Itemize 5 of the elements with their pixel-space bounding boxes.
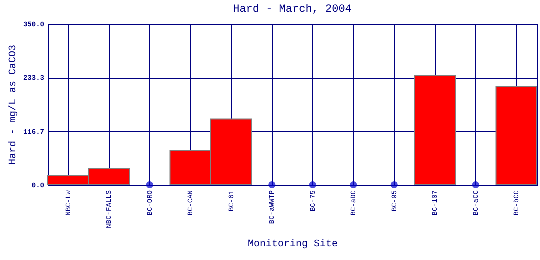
bar: [414, 75, 456, 186]
x-axis-title: Monitoring Site: [248, 238, 338, 250]
chart-title: Hard - March, 2004: [233, 4, 352, 16]
y-axis-title: Hard - mg/L as CaCO3: [7, 44, 20, 166]
bar: [496, 86, 538, 186]
